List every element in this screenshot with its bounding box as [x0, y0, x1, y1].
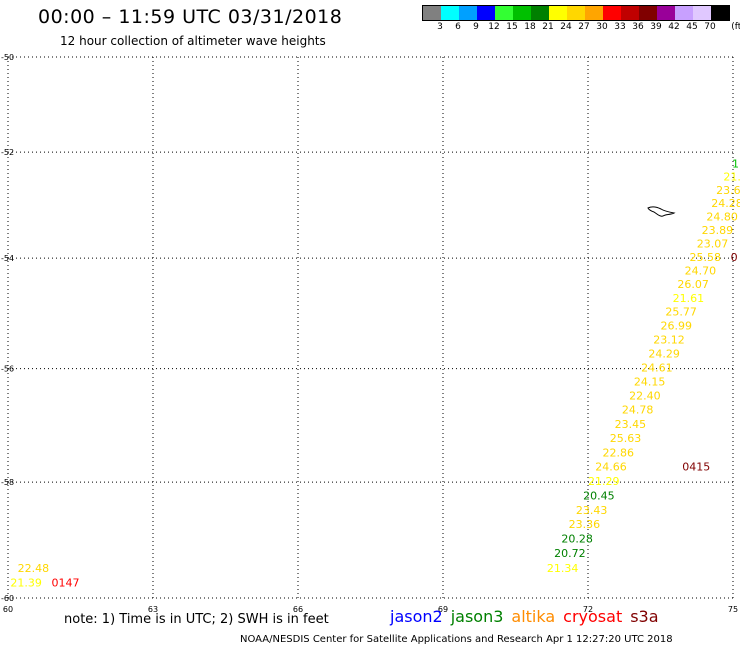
colorbar-tick-label: 42 [668, 22, 680, 32]
colorbar-unit: (ft) [731, 22, 740, 32]
colorbar-tick-label: 45 [686, 22, 698, 32]
wave-height-label: 22.86 [603, 446, 635, 459]
colorbar-swatch [513, 6, 531, 20]
colorbar-swatch [549, 6, 567, 20]
colorbar-tick-label: 6 [455, 22, 461, 32]
wave-height-label: 0415 [682, 461, 710, 474]
wave-height-label: 23.43 [576, 504, 608, 517]
longitude-label: 75 [728, 605, 738, 614]
wave-height-label: 22.48 [18, 562, 49, 575]
island-outline [647, 206, 676, 217]
wave-height-label: 21.34 [547, 562, 579, 575]
wave-height-label: 21. [723, 171, 740, 184]
wave-height-label: 23.36 [569, 518, 601, 531]
colorbar-swatch [603, 6, 621, 20]
wave-height-label: 25.63 [610, 432, 642, 445]
colorbar-swatch [441, 6, 459, 20]
colorbar-tick-label: 12 [488, 22, 500, 32]
wave-height-label: 21.39 [10, 576, 42, 589]
colorbar-swatch [711, 6, 729, 20]
colorbar-tick-label: 3 [437, 22, 443, 32]
longitude-label: 72 [583, 605, 593, 614]
wave-height-label: 22.40 [629, 390, 661, 403]
graticule [7, 56, 734, 599]
latitude-label: -54 [1, 254, 14, 263]
wave-height-label: 21.29 [588, 475, 620, 488]
colorbar-tick-label: 24 [560, 22, 572, 32]
colorbar-swatch [531, 6, 549, 20]
wave-height-label: 24.61 [641, 361, 673, 374]
latitude-label: -52 [1, 148, 14, 157]
mission-legend-s3a: s3a [630, 607, 659, 626]
wave-height-label: 24.66 [595, 461, 627, 474]
colorbar [422, 5, 730, 21]
wave-height-label: 24.80 [706, 210, 738, 223]
note-text: note: 1) Time is in UTC; 2) SWH is in fe… [64, 612, 329, 627]
colorbar-swatch [639, 6, 657, 20]
wave-height-label: 0 [731, 251, 738, 264]
colorbar-tick-label: 15 [506, 22, 518, 32]
colorbar-swatch [477, 6, 495, 20]
axis-labels: 60 63 66 69 72 75 -50 -52 -54 -56 -58 -60 [1, 53, 738, 614]
mission-legend-jason2: jason2 [390, 607, 443, 626]
wave-height-label: 26.99 [661, 320, 693, 333]
mission-legend: jason2 jason3 altika cryosat s3a [390, 607, 667, 626]
latitude-label: -50 [1, 53, 14, 62]
mission-legend-jason3: jason3 [450, 607, 504, 626]
wave-height-label: 1 [732, 158, 739, 171]
wave-height-label: 25.58 [690, 251, 722, 264]
colorbar-tick-label: 70 [704, 22, 716, 32]
map-subtitle: 12 hour collection of altimeter wave hei… [60, 34, 326, 48]
wave-height-label: 23.89 [702, 224, 734, 237]
wave-height-label: 0147 [52, 576, 80, 589]
map-title: 00:00 – 11:59 UTC 03/31/2018 [38, 6, 343, 28]
wave-height-label: 23.07 [697, 237, 729, 250]
colorbar-swatch [621, 6, 639, 20]
wave-height-label: 24.78 [622, 404, 654, 417]
colorbar-tick-label: 30 [596, 22, 608, 32]
latitude-label: -60 [1, 594, 14, 603]
wave-height-label: 20.72 [554, 547, 586, 560]
colorbar-swatch [585, 6, 603, 20]
colorbar-tick-label: 27 [578, 22, 590, 32]
colorbar-swatch [657, 6, 675, 20]
wave-height-label: 23.12 [653, 333, 685, 346]
colorbar-swatch [567, 6, 585, 20]
wave-height-label: 24.70 [685, 264, 717, 277]
colorbar-tick-label: 36 [632, 22, 644, 32]
colorbar-tick-label: 18 [524, 22, 536, 32]
wave-height-label: 25.77 [665, 306, 697, 319]
colorbar-tick-label: 9 [473, 22, 479, 32]
wave-height-label: 20.45 [583, 489, 615, 502]
latitude-label: -56 [1, 365, 14, 374]
wave-height-label: 23.6 [716, 184, 740, 197]
colorbar-swatch [693, 6, 711, 20]
longitude-label: 66 [293, 605, 303, 614]
colorbar-tick-label: 33 [614, 22, 626, 32]
wave-height-label: 24.28 [711, 197, 740, 210]
wave-height-label: 21.61 [673, 292, 705, 305]
colorbar-tick-label: 21 [542, 22, 554, 32]
colorbar-swatch [495, 6, 513, 20]
latitude-label: -58 [1, 478, 14, 487]
mission-legend-altika: altika [511, 607, 556, 626]
longitude-label: 69 [438, 605, 448, 614]
colorbar-swatch [459, 6, 477, 20]
wave-height-label: 20.28 [561, 533, 593, 546]
longitude-label: 63 [148, 605, 158, 614]
wave-height-label: 24.15 [634, 375, 666, 388]
longitude-label: 60 [3, 605, 13, 614]
wave-height-label: 24.29 [648, 347, 680, 360]
colorbar-swatch [423, 6, 441, 20]
credit-line: NOAA/NESDIS Center for Satellite Applica… [240, 634, 673, 645]
colorbar-swatch [675, 6, 693, 20]
mission-legend-cryosat: cryosat [563, 607, 623, 626]
colorbar-tick-label: 39 [650, 22, 662, 32]
wave-height-label: 23.45 [615, 418, 647, 431]
wave-height-label: 26.07 [677, 278, 709, 291]
